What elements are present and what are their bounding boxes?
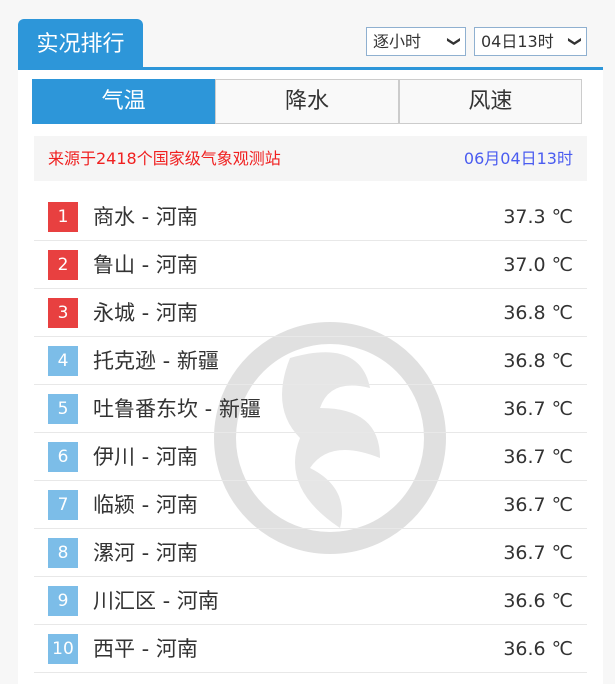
list-item[interactable]: 8 漯河 - 河南 36.7 ℃ [34,529,587,577]
source-text: 来源于2418个国家级气象观测站 [48,149,281,168]
ranking-header-tab[interactable]: 实况排行 [18,19,143,69]
time-select[interactable]: 04日13时 ❯ [474,27,587,56]
list-item[interactable]: 6 伊川 - 河南 36.7 ℃ [34,433,587,481]
watermark-logo-icon [214,322,446,554]
station-name: 川汇区 - 河南 [93,589,219,613]
temperature-value: 36.6 ℃ [503,590,573,612]
rank-badge: 5 [48,394,78,424]
chevron-down-icon: ❯ [446,36,462,47]
station-name: 临颍 - 河南 [93,493,198,517]
station-name: 吐鲁番东坎 - 新疆 [93,397,261,421]
mode-select-value: 逐小时 [373,32,422,51]
list-item[interactable]: 4 托克逊 - 新疆 36.8 ℃ [34,337,587,385]
tab-wind-speed[interactable]: 风速 [398,79,582,124]
rank-badge: 9 [48,586,78,616]
rank-badge: 2 [48,250,78,280]
temperature-value: 36.6 ℃ [503,638,573,660]
rank-badge: 3 [48,298,78,328]
chevron-down-icon: ❯ [567,36,583,47]
station-name: 鲁山 - 河南 [93,253,198,277]
mode-select[interactable]: 逐小时 ❯ [366,27,466,56]
rank-badge: 4 [48,346,78,376]
temperature-value: 36.7 ℃ [503,446,573,468]
ranking-list: 1 商水 - 河南 37.3 ℃ 2 鲁山 - 河南 37.0 ℃ 3 永城 - 河南 36.8… [34,193,587,673]
temperature-value: 37.0 ℃ [503,254,573,276]
temperature-value: 36.8 ℃ [503,302,573,324]
rank-badge: 8 [48,538,78,568]
tab-temperature[interactable]: 气温 [32,79,216,124]
station-name: 托克逊 - 新疆 [93,349,219,373]
list-item[interactable]: 9 川汇区 - 河南 36.6 ℃ [34,577,587,625]
rank-badge: 10 [48,634,78,664]
list-item[interactable]: 1 商水 - 河南 37.3 ℃ [34,193,587,241]
tab-precipitation[interactable]: 降水 [215,79,399,124]
temperature-value: 36.7 ℃ [503,494,573,516]
station-name: 商水 - 河南 [93,205,198,229]
list-item[interactable]: 3 永城 - 河南 36.8 ℃ [34,289,587,337]
list-item[interactable]: 10 西平 - 河南 36.6 ℃ [34,625,587,673]
source-time: 06月04日13时 [463,149,573,168]
station-name: 伊川 - 河南 [93,445,198,469]
rank-badge: 6 [48,442,78,472]
rank-badge: 7 [48,490,78,520]
metric-tabs: 气温 降水 风速 [32,79,582,124]
temperature-value: 36.8 ℃ [503,350,573,372]
list-item[interactable]: 2 鲁山 - 河南 37.0 ℃ [34,241,587,289]
temperature-value: 36.7 ℃ [503,398,573,420]
station-name: 西平 - 河南 [93,637,198,661]
station-name: 漯河 - 河南 [93,541,198,565]
temperature-value: 36.7 ℃ [503,542,573,564]
time-select-value: 04日13时 [481,32,554,51]
list-item[interactable]: 7 临颍 - 河南 36.7 ℃ [34,481,587,529]
temperature-value: 37.3 ℃ [503,206,573,228]
header-divider [18,67,603,70]
rank-badge: 1 [48,202,78,232]
source-bar: 来源于2418个国家级气象观测站 06月04日13时 [34,136,587,181]
list-item[interactable]: 5 吐鲁番东坎 - 新疆 36.7 ℃ [34,385,587,433]
station-name: 永城 - 河南 [93,301,198,325]
